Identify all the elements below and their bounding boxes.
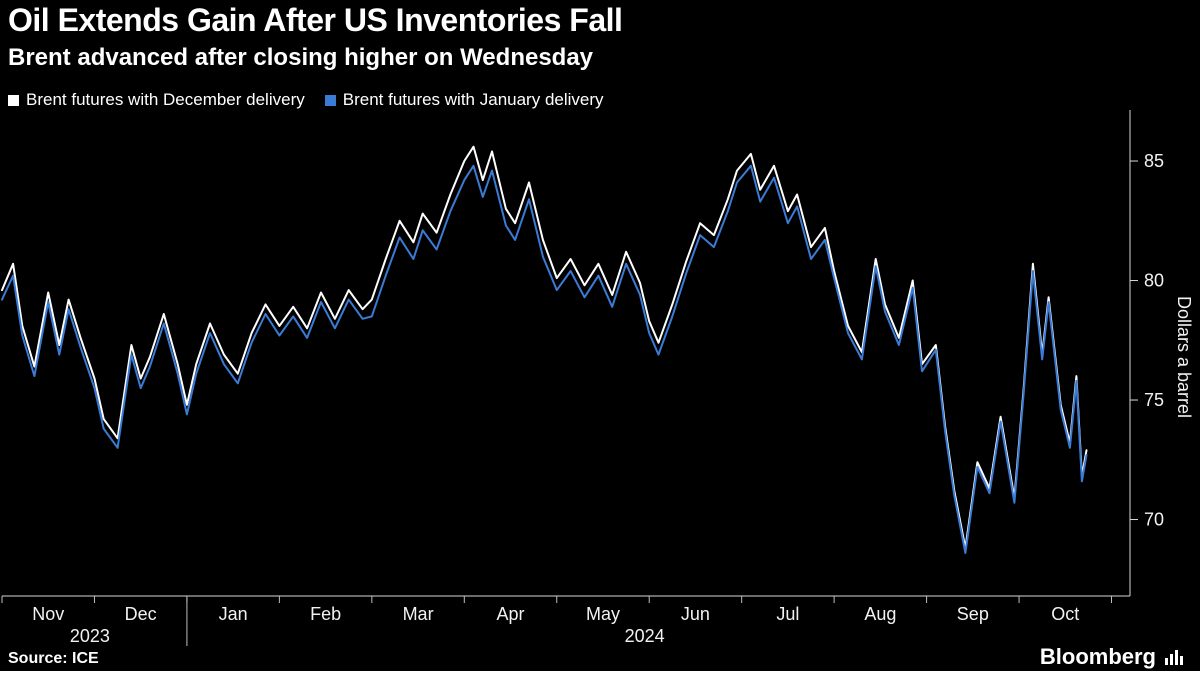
legend-item-0: Brent futures with December delivery: [8, 90, 305, 110]
series-line-1: [1, 164, 1088, 554]
bloomberg-chart-icon: [1165, 650, 1183, 665]
month-label: Aug: [864, 604, 896, 624]
chart-subtitle: Brent advanced after closing higher on W…: [8, 44, 594, 71]
bottom-rule: [0, 671, 1200, 675]
y-axis-title: Dollars a barrel: [1174, 296, 1194, 418]
legend-label: Brent futures with January delivery: [342, 90, 604, 109]
source-label: Source: ICE: [8, 650, 99, 667]
legend-swatch-icon: [324, 94, 336, 106]
month-label: Oct: [1051, 604, 1079, 624]
month-label: Jun: [681, 604, 710, 624]
x-axis-ticks: Nov Dec Jan Feb Mar Apr May Jun Jul Aug Sep Oct 2023…: [1, 596, 1113, 646]
legend-swatch-icon: [8, 94, 19, 106]
month-label: Sep: [957, 604, 989, 624]
y-tick-label: 85: [1144, 151, 1164, 171]
year-label: 2024: [625, 626, 665, 646]
month-label: Jul: [776, 604, 799, 624]
month-label: Nov: [32, 604, 64, 624]
chart-title: Oil Extends Gain After US Inventories Fa…: [8, 2, 623, 38]
legend-item-1: Brent futures with January delivery: [324, 90, 604, 110]
price-line-chart: 70 75 80 85 Nov Dec Jan Feb Mar Apr May Jun Jul Aug S…: [1, 110, 1194, 646]
y-tick-label: 75: [1144, 390, 1164, 410]
month-label: Apr: [497, 604, 525, 624]
legend: Brent futures with December delivery Bren…: [8, 90, 604, 110]
bloomberg-logo: Bloomberg: [1040, 644, 1184, 670]
series-line-0: [1, 145, 1088, 550]
y-tick-label: 70: [1144, 510, 1164, 530]
y-axis-ticks: 70 75 80 85: [1130, 151, 1164, 530]
month-label: Mar: [403, 604, 434, 624]
bloomberg-wordmark: Bloomberg: [1039, 644, 1156, 669]
month-label: May: [586, 604, 620, 624]
year-label: 2023: [70, 626, 110, 646]
month-label: Feb: [310, 604, 341, 624]
month-label: Jan: [219, 604, 248, 624]
y-tick-label: 80: [1144, 271, 1164, 291]
legend-label: Brent futures with December delivery: [26, 90, 305, 109]
month-label: Dec: [125, 604, 157, 624]
series-lines: [1, 145, 1088, 554]
